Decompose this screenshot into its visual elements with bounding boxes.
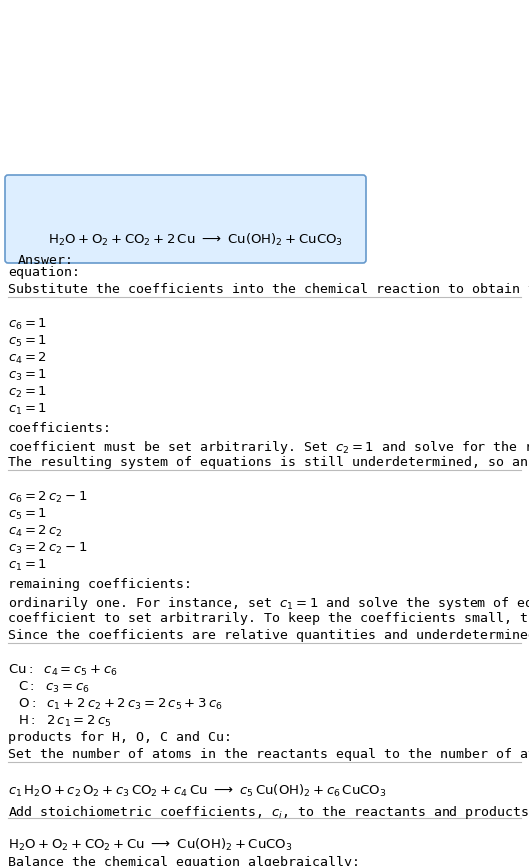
Text: $c_5 = 1$: $c_5 = 1$ <box>8 507 47 522</box>
Text: $\mathrm{H_2O + O_2 + CO_2 + 2\,Cu \ \longrightarrow \ Cu(OH)_2 + CuCO_3}$: $\mathrm{H_2O + O_2 + CO_2 + 2\,Cu \ \lo… <box>48 232 343 248</box>
Text: $c_1 = 1$: $c_1 = 1$ <box>8 402 47 417</box>
Text: $\mathrm{H_2O + O_2 + CO_2 + Cu \ \longrightarrow \ Cu(OH)_2 + CuCO_3}$: $\mathrm{H_2O + O_2 + CO_2 + Cu \ \longr… <box>8 837 293 853</box>
Text: ordinarily one. For instance, set $c_1 = 1$ and solve the system of equations fo: ordinarily one. For instance, set $c_1 =… <box>8 595 529 612</box>
Text: Balance the chemical equation algebraically:: Balance the chemical equation algebraica… <box>8 856 360 866</box>
Text: $c_2 = 1$: $c_2 = 1$ <box>8 385 47 400</box>
Text: Add stoichiometric coefficients, $c_i$, to the reactants and products:: Add stoichiometric coefficients, $c_i$, … <box>8 804 529 821</box>
Text: $c_6 = 1$: $c_6 = 1$ <box>8 317 47 332</box>
Text: products for H, O, C and Cu:: products for H, O, C and Cu: <box>8 731 232 744</box>
Text: $c_1 = 1$: $c_1 = 1$ <box>8 558 47 573</box>
Text: $\mathrm{C}\mathrm{:} \ \ c_3 = c_6$: $\mathrm{C}\mathrm{:} \ \ c_3 = c_6$ <box>18 680 90 695</box>
Text: $c_3 = 2\,c_2 - 1$: $c_3 = 2\,c_2 - 1$ <box>8 541 87 556</box>
Text: $c_4 = 2\,c_2$: $c_4 = 2\,c_2$ <box>8 524 62 540</box>
Text: $c_1\,\mathrm{H_2O} + c_2\,\mathrm{O_2} + c_3\,\mathrm{CO_2} + c_4\,\mathrm{Cu} : $c_1\,\mathrm{H_2O} + c_2\,\mathrm{O_2} … <box>8 783 387 799</box>
Text: $c_6 = 2\,c_2 - 1$: $c_6 = 2\,c_2 - 1$ <box>8 490 87 505</box>
Text: $\mathrm{O}\mathrm{:} \ \ c_1 + 2\,c_2 + 2\,c_3 = 2\,c_5 + 3\,c_6$: $\mathrm{O}\mathrm{:} \ \ c_1 + 2\,c_2 +… <box>18 697 223 712</box>
Text: remaining coefficients:: remaining coefficients: <box>8 578 192 591</box>
Text: Since the coefficients are relative quantities and underdetermined, choose a: Since the coefficients are relative quan… <box>8 629 529 642</box>
Text: The resulting system of equations is still underdetermined, so an additional: The resulting system of equations is sti… <box>8 456 529 469</box>
Text: Set the number of atoms in the reactants equal to the number of atoms in the: Set the number of atoms in the reactants… <box>8 748 529 761</box>
Text: Substitute the coefficients into the chemical reaction to obtain the balanced: Substitute the coefficients into the che… <box>8 283 529 296</box>
Text: coefficient must be set arbitrarily. Set $c_2 = 1$ and solve for the remaining: coefficient must be set arbitrarily. Set… <box>8 439 529 456</box>
Text: $\mathrm{H}\mathrm{:} \ \ 2\,c_1 = 2\,c_5$: $\mathrm{H}\mathrm{:} \ \ 2\,c_1 = 2\,c_… <box>18 714 112 729</box>
Text: $\mathrm{Cu}\mathrm{:} \ \ c_4 = c_5 + c_6$: $\mathrm{Cu}\mathrm{:} \ \ c_4 = c_5 + c… <box>8 663 118 678</box>
Text: $c_3 = 1$: $c_3 = 1$ <box>8 368 47 383</box>
Text: coefficients:: coefficients: <box>8 422 112 435</box>
Text: Answer:: Answer: <box>18 254 74 267</box>
Text: coefficient to set arbitrarily. To keep the coefficients small, the arbitrary va: coefficient to set arbitrarily. To keep … <box>8 612 529 625</box>
FancyBboxPatch shape <box>5 175 366 263</box>
Text: $c_5 = 1$: $c_5 = 1$ <box>8 334 47 349</box>
Text: $c_4 = 2$: $c_4 = 2$ <box>8 351 47 366</box>
Text: equation:: equation: <box>8 266 80 279</box>
